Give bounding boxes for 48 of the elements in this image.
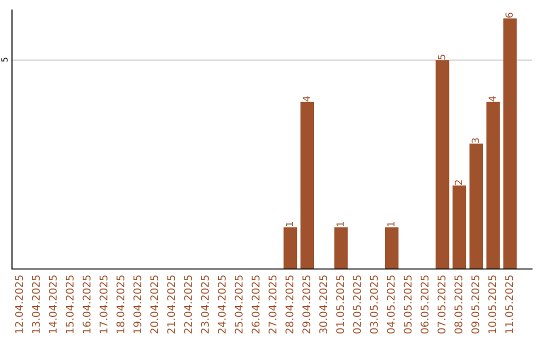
x-tick-label: 24.04.2025 (218, 275, 226, 334)
bar (284, 227, 298, 269)
bar (334, 227, 348, 269)
x-tick-label: 09.05.2025 (471, 275, 480, 334)
bar (503, 18, 517, 269)
x-tick-label: 16.04.2025 (82, 275, 91, 334)
x-tick-label: 12.04.2025 (15, 275, 23, 334)
x-tick-label: 30.04.2025 (319, 275, 328, 334)
data-label: 1 (336, 222, 344, 226)
data-label: 1 (286, 222, 294, 226)
x-tick-label: 03.05.2025 (370, 275, 378, 334)
bar (452, 185, 466, 269)
x-tick-label: 02.05.2025 (353, 275, 361, 334)
x-tick-label: 20.04.2025 (150, 275, 158, 334)
bar (469, 144, 483, 269)
data-label: 1 (387, 222, 394, 226)
x-tick-label: 17.04.2025 (100, 275, 108, 334)
data-label: 2 (454, 180, 462, 185)
x-tick-label: 08.05.2025 (454, 275, 462, 334)
bar (384, 227, 398, 269)
x-tick-label: 10.05.2025 (488, 275, 496, 334)
bar (486, 102, 500, 269)
x-tick-label: 27.04.2025 (268, 275, 276, 334)
data-label: 6 (506, 12, 513, 18)
x-tick-label: 23.04.2025 (200, 275, 209, 334)
x-tick-label: 21.04.2025 (167, 275, 176, 334)
x-tick-label: 14.04.2025 (48, 275, 57, 334)
data-label: 4 (488, 96, 496, 102)
data-label: 5 (438, 54, 446, 60)
x-tick-label: 22.04.2025 (184, 275, 192, 334)
x-tick-label: 11.05.2025 (505, 275, 514, 334)
x-tick-label: 07.05.2025 (438, 275, 446, 334)
x-tick-label: 04.05.2025 (386, 275, 395, 334)
bar (300, 102, 314, 269)
x-tick-label: 29.04.2025 (302, 275, 310, 334)
x-tick-label: 28.04.2025 (285, 275, 294, 334)
x-tick-label: 05.05.2025 (404, 275, 412, 334)
x-tick-label: 26.04.2025 (252, 275, 260, 334)
x-tick-label: 13.04.2025 (32, 275, 40, 334)
x-tick-label: 25.04.2025 (234, 275, 243, 334)
data-label: 4 (302, 96, 310, 102)
x-tick-label: 06.05.2025 (420, 275, 429, 334)
data-label: 3 (472, 138, 480, 143)
x-tick-label: 01.05.2025 (336, 275, 344, 334)
x-tick-label: 18.04.2025 (116, 275, 124, 334)
x-tick-label: 19.04.2025 (133, 275, 142, 334)
bar (436, 60, 450, 269)
x-tick-label: 15.04.2025 (66, 275, 74, 334)
